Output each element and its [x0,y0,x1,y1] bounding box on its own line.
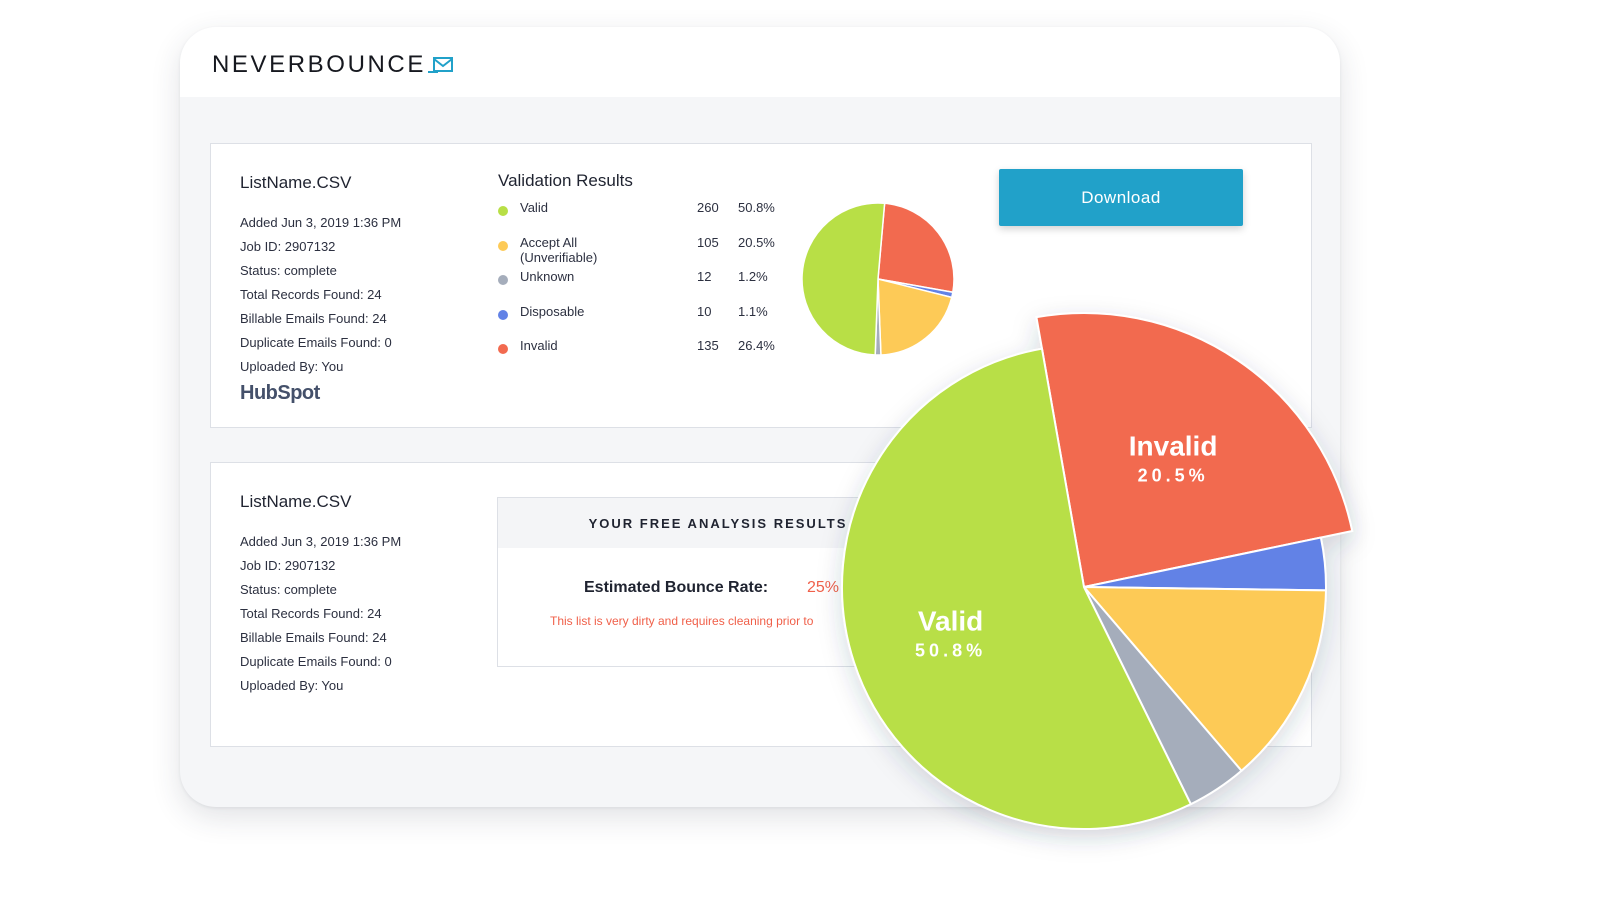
job-card: ListName.CSV Added Jun 3, 2019 1:36 PM J… [210,143,1312,428]
meta-job-id: Job ID: 2907132 [240,239,336,254]
bounce-rate-value: 25% [807,579,840,596]
meta-duplicates: Duplicate Emails Found: 0 [240,654,392,669]
large-pie-slice-accept [1081,585,1327,773]
meta-uploaded-by: Uploaded By: You [240,678,344,693]
slice-label: Valid [918,606,983,637]
meta-duplicates: Duplicate Emails Found: 0 [240,335,392,350]
legend-bullet [498,240,508,251]
job-meta-list: Added Jun 3, 2019 1:36 PM Job ID: 290713… [240,530,401,698]
legend-count: 10 [697,303,712,319]
legend-percent: 26.4% [738,338,775,353]
legend-percent: 50.8% [738,200,775,215]
legend-percent: 20.5% [738,234,775,250]
bounce-rate-label: Estimated Bounce Rate: [584,579,769,596]
legend-count: 135 [697,338,719,353]
validation-results-title: Validation Results [498,171,633,190]
meta-status: Status: complete [240,582,337,597]
meta-status: Status: complete [240,263,337,278]
hubspot-logo: HubSpot [240,382,320,405]
legend-label: Accept All (Unverifiable) [520,234,598,265]
large-pie-slice-invalid [1035,312,1354,589]
large-validation-pie-chart: Valid 50.8% Invalid 20.5% [841,312,1354,830]
large-pie-slice-valid [841,347,1193,830]
legend-bullet [498,275,508,285]
legend-percent: 1.1% [738,303,768,319]
meta-billable: Billable Emails Found: 24 [240,311,387,326]
legend-bullet [498,309,508,320]
legend-bullet [498,344,508,354]
brand-logo[interactable]: NEVERBOUNCE [212,51,454,79]
legend-count: 260 [697,200,719,215]
file-name: ListName.CSV [240,173,352,192]
top-bar: NEVERBOUNCE [180,27,1340,97]
dirty-list-warning: This list is very dirty and requires cle… [550,614,814,628]
meta-added: Added Jun 3, 2019 1:36 PM [240,215,402,230]
pie-slice-valid [801,202,886,356]
validation-pie-chart [801,202,955,356]
meta-total-records: Total Records Found: 24 [240,287,382,302]
meta-billable: Billable Emails Found: 24 [240,630,387,645]
job-meta-list: Added Jun 3, 2019 1:36 PM Job ID: 290713… [240,211,401,379]
legend-label: Invalid [520,338,558,353]
meta-total-records: Total Records Found: 24 [240,606,382,621]
legend-bullet [498,206,508,216]
pie-slice-accept [877,278,953,356]
slice-value-label: 50.8% [915,641,986,661]
slice-value-label: 20.5% [1138,465,1209,485]
legend-percent: 1.2% [738,269,768,284]
download-button[interactable]: Download [999,169,1243,226]
meta-job-id: Job ID: 2907132 [240,558,336,573]
legend-label: Valid [520,200,548,215]
legend-label: Unknown [520,269,575,284]
legend-count: 105 [697,234,719,250]
hubspot-logo-text: HubSpot [240,382,320,404]
legend-label: Disposable [520,303,585,319]
legend-count: 12 [697,269,712,284]
envelope-icon [427,57,453,73]
brand-name: NEVERBOUNCE [212,51,426,78]
pie-slice-invalid [877,202,955,294]
slice-label: Invalid [1129,430,1218,461]
file-name: ListName.CSV [240,492,352,511]
large-pie-slices [841,312,1354,830]
meta-uploaded-by: Uploaded By: You [240,359,344,374]
meta-added: Added Jun 3, 2019 1:36 PM [240,534,402,549]
